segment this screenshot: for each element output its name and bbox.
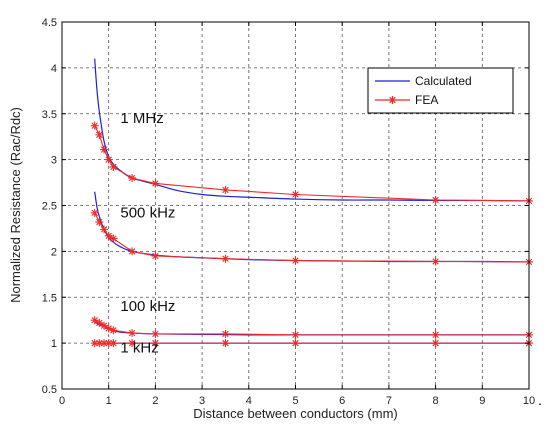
x-tick-label-3: 3	[199, 395, 205, 407]
series-layer	[90, 58, 533, 348]
fea-point-3-2	[100, 339, 109, 348]
ticks: 0 1 2 3 4 5 6 7 8 9 10 0.5 1 1.5 2 2.5 3 3.5 4 4.5	[42, 17, 535, 407]
legend-calculated-label: Calculated	[415, 74, 472, 88]
fea-point-3-6	[151, 339, 160, 348]
y-tick-label-0: 0.5	[42, 384, 57, 396]
fea-point-0-0	[90, 121, 99, 130]
fea-point-2-2	[100, 321, 109, 330]
x-axis-label: Distance between conductors (mm)	[193, 406, 397, 421]
x-tick-label-9: 9	[479, 395, 485, 407]
fea-point-0-1	[95, 130, 104, 139]
y-tick-label-5: 3	[51, 155, 57, 167]
fea-point-1-1	[95, 218, 104, 227]
fea-point-2-8	[291, 330, 300, 339]
annotation-0: 1 MHz	[120, 110, 163, 127]
annotations: 1 MHz 500 kHz 100 kHz 1 kHz	[120, 110, 175, 356]
x-tick-label-7: 7	[386, 395, 392, 407]
y-tick-label-8: 4.5	[42, 17, 57, 29]
x-tick-label-0: 0	[59, 395, 65, 407]
fea-point-1-7	[221, 254, 230, 263]
x-tick-label-2: 2	[152, 395, 158, 407]
y-tick-label-7: 4	[51, 63, 57, 75]
x-tick-label-4: 4	[246, 395, 252, 407]
fea-point-1-9	[431, 257, 440, 266]
fea-point-3-4	[109, 339, 118, 348]
fea-point-1-8	[291, 256, 300, 265]
y-tick-label-3: 2	[51, 246, 57, 258]
y-tick-label-6: 3.5	[42, 109, 57, 121]
fea-point-1-4	[109, 234, 118, 243]
legend-box	[367, 67, 514, 114]
y-tick-label-1: 1	[51, 338, 57, 350]
fea-point-0-8	[291, 190, 300, 199]
fea-point-2-9	[431, 330, 440, 339]
fea-point-1-2	[100, 225, 109, 234]
fea-point-1-6	[151, 251, 160, 260]
y-axis-label: Normalized Resistance (Rac/Rdc)	[8, 107, 23, 303]
calculated-curve-0	[94, 58, 530, 202]
fea-point-0-4	[109, 162, 118, 171]
legend: Calculated FEA	[367, 67, 514, 114]
y-tick-label-2: 1.5	[42, 292, 57, 304]
fea-point-2-7	[221, 329, 230, 338]
fea-point-2-6	[151, 329, 160, 338]
trailing-dot: .	[538, 392, 542, 408]
y-tick-label-4: 2.5	[42, 201, 57, 213]
series-fea	[90, 121, 533, 348]
x-tick-label-10: 10	[523, 395, 535, 407]
fea-point-0-7	[221, 185, 230, 194]
fea-point-2-4	[109, 326, 118, 335]
fea-point-3-7	[221, 339, 230, 348]
fea-point-1-3	[104, 231, 113, 240]
fea-point-1-0	[90, 208, 99, 217]
fea-point-3-9	[431, 339, 440, 348]
x-tick-label-5: 5	[292, 395, 298, 407]
annotation-3: 1 kHz	[120, 339, 158, 356]
x-tick-label-1: 1	[106, 395, 112, 407]
fea-point-0-9	[431, 195, 440, 204]
legend-fea-marker	[388, 96, 397, 104]
legend-fea-label: FEA	[415, 93, 438, 107]
fea-point-0-5	[128, 173, 137, 182]
annotation-1: 500 kHz	[120, 204, 175, 221]
fea-point-0-2	[100, 145, 109, 154]
fea-point-0-3	[104, 155, 113, 164]
x-tick-label-8: 8	[433, 395, 439, 407]
fea-point-3-5	[128, 339, 137, 348]
fea-point-3-8	[291, 339, 300, 348]
x-tick-label-6: 6	[339, 395, 345, 407]
fea-point-0-6	[151, 179, 160, 188]
annotation-2: 100 kHz	[120, 298, 175, 315]
fea-point-2-5	[128, 329, 137, 338]
fea-point-1-5	[128, 247, 137, 256]
